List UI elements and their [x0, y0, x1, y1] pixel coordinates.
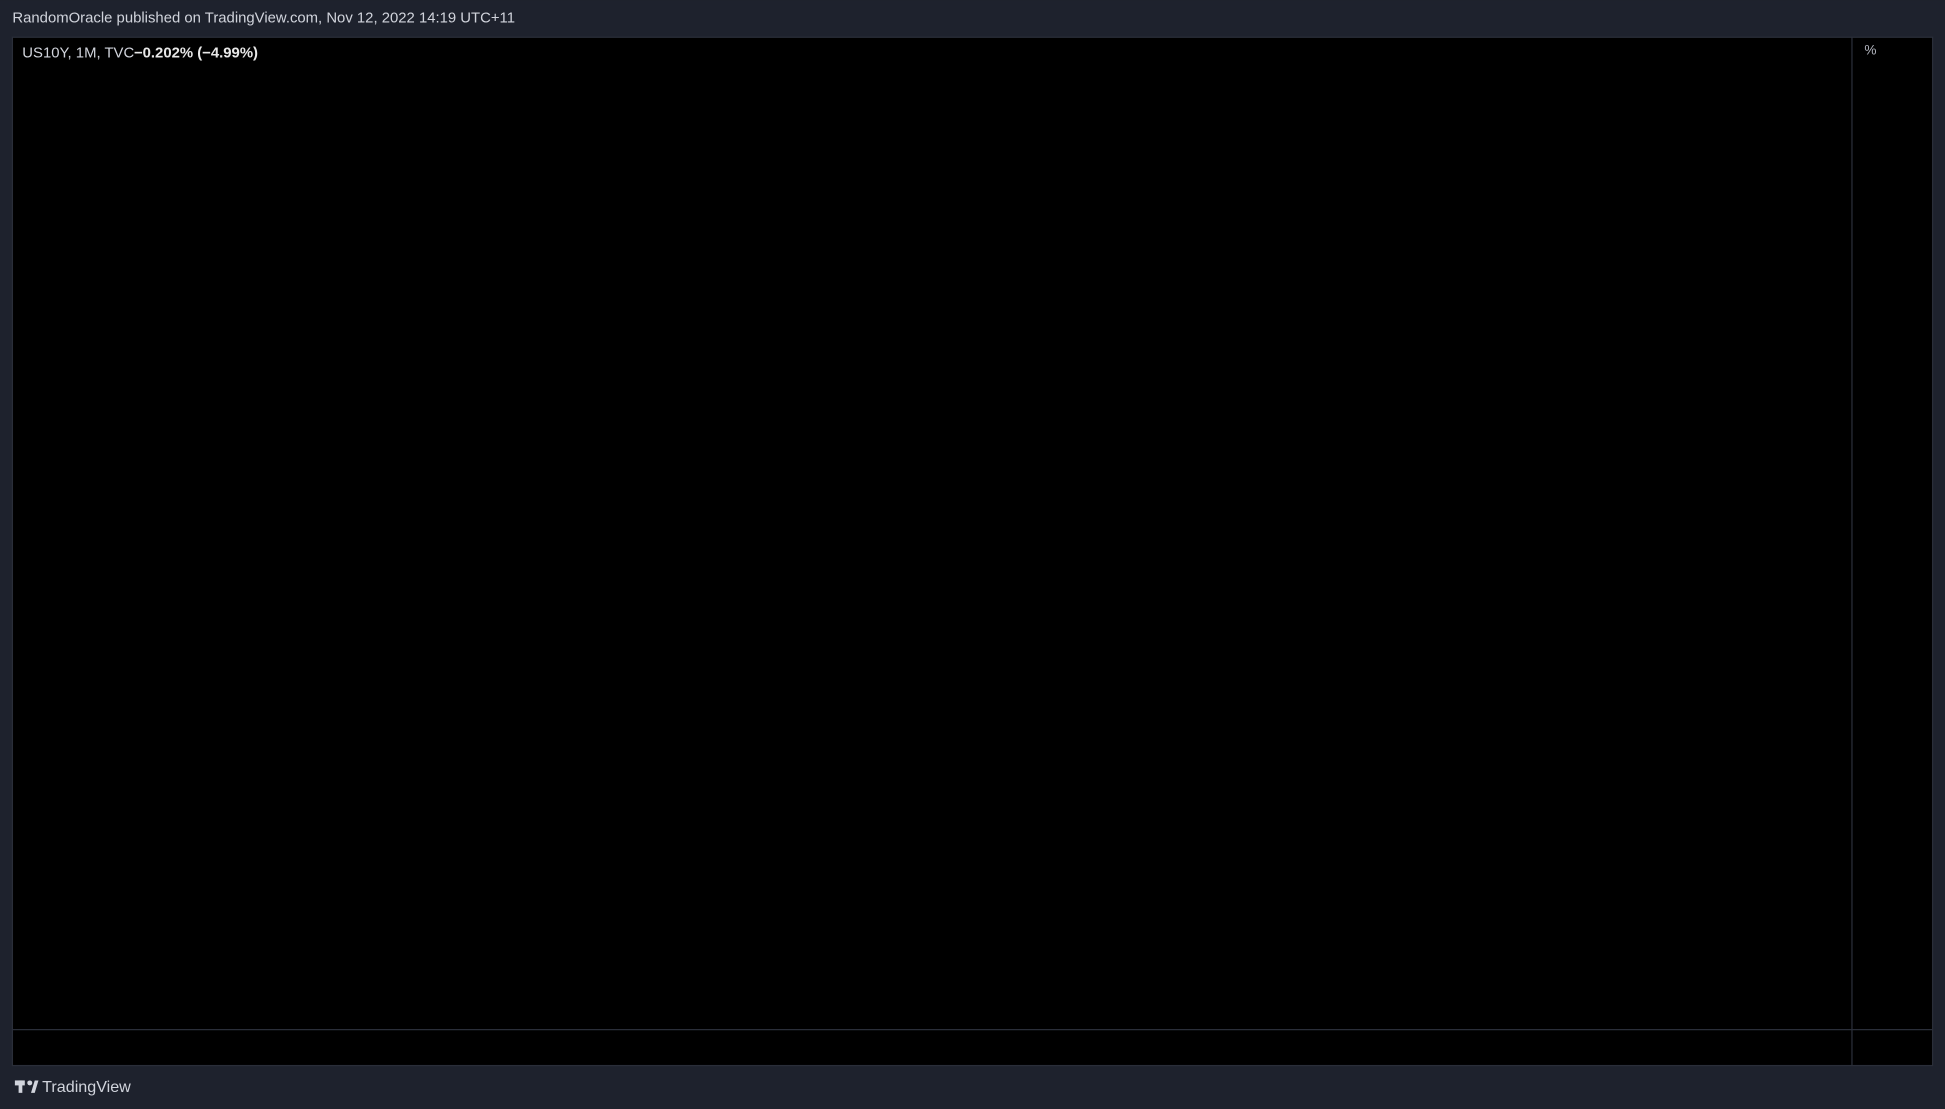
symbol: US10Y, 1M, TVC	[22, 45, 134, 61]
axis-unit: %	[1864, 42, 1876, 57]
change: −0.202% (−4.99%)	[134, 45, 258, 61]
brand-logo	[14, 1080, 39, 1093]
publisher: RandomOracle published on TradingView.co…	[12, 11, 515, 27]
chart-area	[11, 36, 1934, 1067]
brand: TradingView	[42, 1078, 131, 1096]
